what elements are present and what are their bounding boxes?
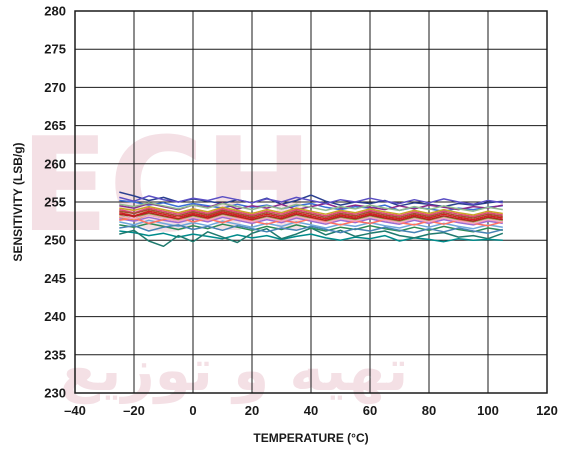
series-line-9 xyxy=(119,219,503,230)
y-tick-label: 260 xyxy=(44,156,66,171)
x-axis-title: TEMPERATURE (°C) xyxy=(253,431,368,445)
y-tick-label: 240 xyxy=(44,309,66,324)
x-tick-label: 120 xyxy=(536,403,558,418)
y-tick-label: 275 xyxy=(44,42,66,57)
x-tick-label: 0 xyxy=(189,403,196,418)
series-line-11 xyxy=(119,216,503,226)
y-axis-tick-labels: 230 235 240 245 250 255 260 265 270 275 280 xyxy=(44,4,66,401)
series-line-6 xyxy=(119,210,503,221)
watermark: ECH تهیه و توزیع xyxy=(20,109,408,405)
y-tick-label: 265 xyxy=(44,118,66,133)
series-line-13 xyxy=(119,205,503,216)
watermark-arabic: تهیه و توزیع xyxy=(60,336,408,405)
series-line-15 xyxy=(119,195,503,206)
x-tick-label: 100 xyxy=(477,403,499,418)
y-tick-label: 250 xyxy=(44,233,66,248)
series-line-12 xyxy=(119,208,503,219)
x-tick-label: 40 xyxy=(304,403,318,418)
y-tick-label: 235 xyxy=(44,347,66,362)
series-lines xyxy=(119,191,504,248)
x-axis-tick-labels: –40 –20 0 20 40 60 80 100 120 xyxy=(64,403,558,418)
y-tick-label: 270 xyxy=(44,80,66,95)
series-line-18 xyxy=(119,202,503,212)
plot-area-frame xyxy=(74,10,548,394)
y-tick-label: 230 xyxy=(44,386,66,401)
y-tick-label: 255 xyxy=(44,195,66,210)
series-line-8 xyxy=(119,207,503,218)
series-line-17 xyxy=(119,216,503,227)
series-line-20 xyxy=(119,214,503,225)
x-tick-label: 80 xyxy=(422,403,436,418)
series-line-16 xyxy=(119,224,503,235)
series-line-3 xyxy=(119,230,503,243)
series-line-19 xyxy=(119,211,503,222)
x-tick-label: 60 xyxy=(363,403,377,418)
x-tick-label: –40 xyxy=(64,403,86,418)
series-line-14 xyxy=(119,222,503,233)
x-tick-label: –20 xyxy=(123,403,145,418)
x-tick-label: 20 xyxy=(245,403,259,418)
y-tick-label: 245 xyxy=(44,271,66,286)
y-axis-title: SENSITIVITY (LSB/g) xyxy=(11,142,25,261)
y-tick-label: 280 xyxy=(44,4,66,19)
